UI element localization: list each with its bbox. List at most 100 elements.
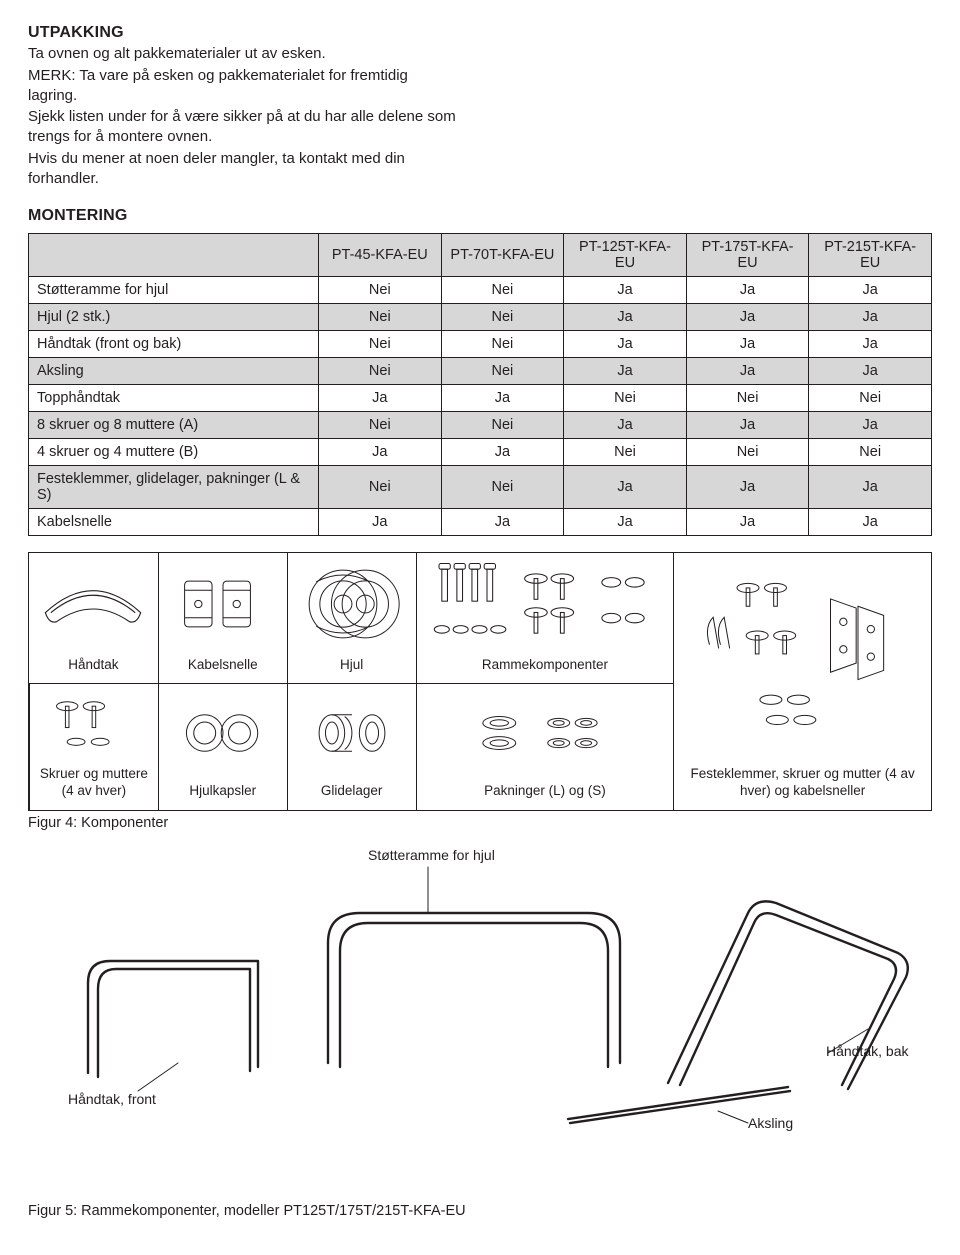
table-cell: Ja bbox=[564, 330, 687, 357]
table-col-3: PT-175T-KFA-EU bbox=[686, 233, 809, 276]
table-cell: Ja bbox=[564, 303, 687, 330]
table-row: AkslingNeiNeiJaJaJa bbox=[29, 357, 932, 384]
art-glidelager bbox=[297, 692, 407, 773]
table-cell: Nei bbox=[809, 438, 932, 465]
table-cell: Nei bbox=[319, 303, 442, 330]
table-row-label: Hjul (2 stk.) bbox=[29, 303, 319, 330]
lbl-stotteramme: Støtteramme for hjul bbox=[368, 847, 495, 863]
table-cell: Nei bbox=[441, 411, 564, 438]
lbl-aksling: Aksling bbox=[748, 1115, 793, 1131]
art-hjulkapsler bbox=[168, 692, 278, 773]
table-cell: Ja bbox=[319, 438, 442, 465]
table-row-label: Aksling bbox=[29, 357, 319, 384]
table-cell: Nei bbox=[441, 465, 564, 508]
table-cell: Ja bbox=[809, 411, 932, 438]
cap-skruer: Skruer og muttere (4 av hver) bbox=[36, 766, 152, 800]
table-row-label: Topphåndtak bbox=[29, 384, 319, 411]
table-row: Håndtak (front og bak)NeiNeiJaJaJa bbox=[29, 330, 932, 357]
table-cell: Ja bbox=[686, 465, 809, 508]
montering-title: MONTERING bbox=[28, 207, 932, 225]
table-cell: Ja bbox=[686, 330, 809, 357]
table-row: TopphåndtakJaJaNeiNeiNei bbox=[29, 384, 932, 411]
table-cell: Ja bbox=[564, 508, 687, 535]
cap-festeklemmer: Festeklemmer, skruer og mutter (4 av hve… bbox=[680, 766, 925, 800]
art-handtak bbox=[38, 561, 148, 647]
cell-ramme: Rammekomponenter bbox=[416, 553, 674, 684]
art-pakninger bbox=[470, 692, 620, 773]
table-cell: Ja bbox=[319, 508, 442, 535]
table-cell: Ja bbox=[686, 508, 809, 535]
table-cell: Nei bbox=[441, 330, 564, 357]
art-festeklemmer bbox=[693, 561, 913, 757]
table-cell: Ja bbox=[809, 303, 932, 330]
table-row: KabelsnelleJaJaJaJaJa bbox=[29, 508, 932, 535]
utpakking-p4: Hvis du mener at noen deler mangler, ta … bbox=[28, 149, 458, 189]
art-ramme bbox=[423, 561, 668, 647]
table-col-2: PT-125T-KFA-EU bbox=[564, 233, 687, 276]
cell-pakninger: Pakninger (L) og (S) bbox=[416, 683, 674, 810]
table-cell: Nei bbox=[441, 276, 564, 303]
components-grid: Håndtak Kabelsnelle bbox=[28, 552, 932, 812]
cap-hjul: Hjul bbox=[340, 657, 363, 674]
table-cell: Ja bbox=[441, 438, 564, 465]
table-cell: Ja bbox=[686, 276, 809, 303]
table-col-4: PT-215T-KFA-EU bbox=[809, 233, 932, 276]
table-cell: Nei bbox=[319, 465, 442, 508]
table-row-label: 4 skruer og 4 muttere (B) bbox=[29, 438, 319, 465]
table-cell: Ja bbox=[441, 508, 564, 535]
cap-pakninger: Pakninger (L) og (S) bbox=[484, 783, 606, 800]
table-cell: Nei bbox=[319, 276, 442, 303]
table-row: Festeklemmer, glidelager, pakninger (L &… bbox=[29, 465, 932, 508]
art-kabelsnelle bbox=[168, 561, 278, 647]
utpakking-title: UTPAKKING bbox=[28, 24, 458, 42]
table-cell: Ja bbox=[564, 357, 687, 384]
cell-hjulkapsler: Hjulkapsler bbox=[158, 683, 287, 810]
spec-table: PT-45-KFA-EU PT-70T-KFA-EU PT-125T-KFA-E… bbox=[28, 233, 932, 536]
utpakking-p3: Sjekk listen under for å være sikker på … bbox=[28, 107, 458, 147]
cap-glidelager: Glidelager bbox=[321, 783, 383, 800]
lbl-handtak-front: Håndtak, front bbox=[68, 1091, 156, 1107]
table-cell: Ja bbox=[686, 303, 809, 330]
art-hjul bbox=[294, 561, 410, 647]
table-row-label: Håndtak (front og bak) bbox=[29, 330, 319, 357]
table-cell: Ja bbox=[686, 357, 809, 384]
table-cell: Nei bbox=[319, 330, 442, 357]
cap-hjulkapsler: Hjulkapsler bbox=[189, 783, 256, 800]
table-cell: Ja bbox=[564, 465, 687, 508]
table-cell: Nei bbox=[686, 384, 809, 411]
table-cell: Nei bbox=[441, 303, 564, 330]
table-cell: Ja bbox=[441, 384, 564, 411]
cell-handtak: Håndtak bbox=[29, 553, 158, 684]
table-cell: Ja bbox=[319, 384, 442, 411]
table-col-0: PT-45-KFA-EU bbox=[319, 233, 442, 276]
table-row: Støtteramme for hjulNeiNeiJaJaJa bbox=[29, 276, 932, 303]
table-row: 8 skruer og 8 muttere (A)NeiNeiJaJaJa bbox=[29, 411, 932, 438]
section-utpakking: UTPAKKING Ta ovnen og alt pakkemateriale… bbox=[28, 24, 458, 189]
cell-festeklemmer: Festeklemmer, skruer og mutter (4 av hve… bbox=[673, 553, 931, 811]
table-row: Hjul (2 stk.)NeiNeiJaJaJa bbox=[29, 303, 932, 330]
cell-skruer: Skruer og muttere (4 av hver) bbox=[29, 683, 158, 810]
table-row: 4 skruer og 4 muttere (B)JaJaNeiNeiNei bbox=[29, 438, 932, 465]
art-skruer bbox=[36, 692, 152, 756]
table-cell: Nei bbox=[441, 357, 564, 384]
table-cell: Ja bbox=[564, 411, 687, 438]
table-col-1: PT-70T-KFA-EU bbox=[441, 233, 564, 276]
table-cell: Nei bbox=[319, 411, 442, 438]
utpakking-p1: Ta ovnen og alt pakkematerialer ut av es… bbox=[28, 44, 458, 64]
cell-glidelager: Glidelager bbox=[287, 683, 416, 810]
table-row-label: Festeklemmer, glidelager, pakninger (L &… bbox=[29, 465, 319, 508]
table-row-label: Støtteramme for hjul bbox=[29, 276, 319, 303]
cell-kabelsnelle: Kabelsnelle bbox=[158, 553, 287, 684]
table-cell: Nei bbox=[686, 438, 809, 465]
cap-handtak: Håndtak bbox=[68, 657, 118, 674]
cap-kabelsnelle: Kabelsnelle bbox=[188, 657, 258, 674]
table-cell: Nei bbox=[564, 384, 687, 411]
table-cell: Nei bbox=[319, 357, 442, 384]
table-cell: Nei bbox=[809, 384, 932, 411]
frame-diagram: Støtteramme for hjul Håndtak, bbox=[28, 853, 932, 1153]
table-cell: Ja bbox=[809, 465, 932, 508]
table-row-label: Kabelsnelle bbox=[29, 508, 319, 535]
lbl-handtak-bak: Håndtak, bak bbox=[826, 1043, 909, 1059]
table-cell: Ja bbox=[809, 357, 932, 384]
table-row-label: 8 skruer og 8 muttere (A) bbox=[29, 411, 319, 438]
